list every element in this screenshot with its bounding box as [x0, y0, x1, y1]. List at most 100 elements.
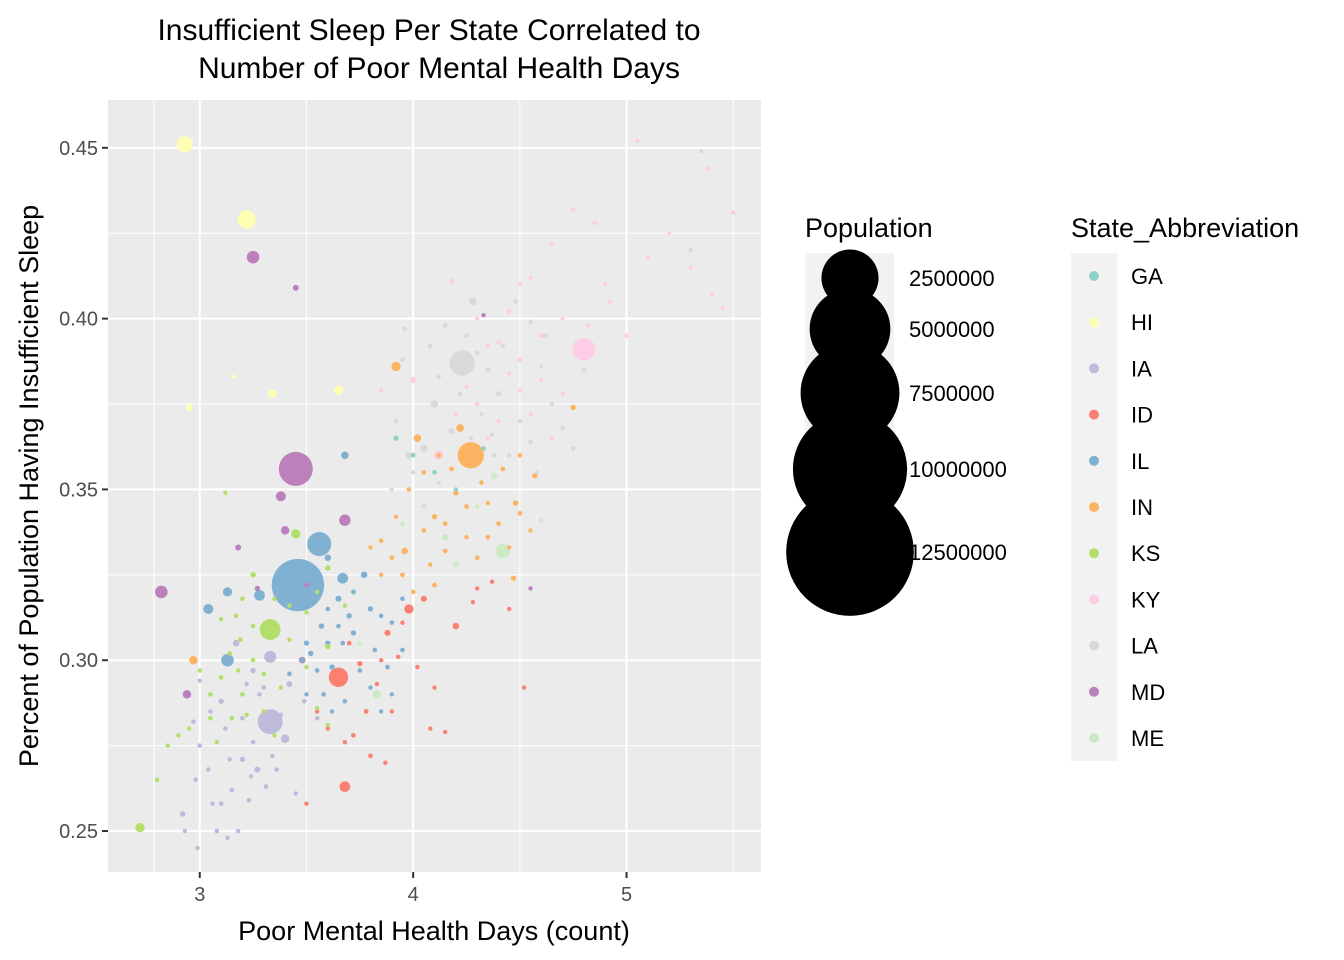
point-ky-6 [538, 333, 544, 339]
point-ia-30 [182, 828, 188, 834]
point-in-13 [421, 528, 427, 533]
point-la-12 [400, 357, 405, 362]
size-legend-title: Population [805, 213, 933, 243]
point-il-27 [372, 647, 378, 653]
x-axis-title: Poor Mental Health Days (count) [238, 916, 630, 946]
point-la-11 [393, 418, 399, 424]
point-hi-4 [333, 385, 344, 396]
y-tick-label-3: 0.40 [59, 309, 98, 331]
point-ky-16 [549, 241, 555, 246]
point-ky-39 [378, 388, 384, 393]
point-ks-5 [223, 490, 228, 496]
point-id-11 [396, 654, 401, 659]
point-id-15 [506, 606, 512, 612]
point-ky-21 [485, 343, 491, 349]
point-in-24 [421, 470, 427, 475]
point-id-18 [325, 726, 331, 731]
color-legend: GA HI IA ID IL IN KS KY LA MD ME [1089, 264, 1165, 751]
y-tick-label-1: 0.30 [59, 650, 98, 672]
minor-gridlines [108, 100, 761, 872]
color-legend-key-in [1089, 502, 1099, 512]
point-la-33 [421, 504, 427, 509]
point-il-18 [329, 664, 335, 670]
point-ia-13 [274, 767, 279, 772]
point-la-23 [436, 374, 441, 379]
point-ks-33 [325, 643, 331, 650]
point-id-21 [304, 801, 309, 806]
point-in-10 [453, 490, 459, 496]
point-in-19 [474, 555, 480, 561]
point-ky-20 [474, 316, 480, 321]
point-ky-38 [720, 306, 725, 311]
point-in-16 [400, 572, 405, 578]
point-md-10 [254, 585, 261, 592]
point-ks-24 [287, 603, 292, 608]
point-ks-9 [227, 651, 232, 656]
size-legend-label-1: 5000000 [909, 317, 995, 342]
point-ks-36 [154, 777, 160, 782]
point-la-31 [513, 299, 518, 304]
point-la-1 [469, 297, 477, 306]
color-legend-title: State_Abbreviation [1071, 213, 1299, 243]
point-in-1 [391, 361, 401, 372]
color-legend-label-id: ID [1131, 403, 1153, 428]
point-ky-3 [448, 278, 455, 284]
point-ga-3 [432, 470, 437, 475]
point-ia-32 [225, 835, 230, 841]
point-in-26 [449, 466, 454, 472]
point-la-13 [402, 326, 407, 332]
point-la-7 [495, 391, 502, 397]
point-la-25 [457, 391, 463, 396]
point-ia-34 [278, 712, 284, 718]
point-ks-12 [208, 692, 213, 697]
point-il-7 [341, 451, 349, 460]
point-il-32 [336, 623, 341, 629]
point-il-0 [271, 558, 325, 612]
point-ky-37 [709, 292, 715, 297]
chart-title-line-1: Insufficient Sleep Per State Correlated … [157, 14, 700, 47]
point-la-39 [468, 435, 473, 441]
point-la-28 [534, 470, 540, 475]
point-in-21 [496, 521, 501, 526]
point-me-8 [474, 504, 480, 509]
point-me-9 [357, 640, 363, 646]
point-in-22 [517, 511, 523, 516]
color-legend-key-ky [1089, 594, 1099, 605]
size-legend-label-3: 10000000 [909, 457, 1007, 482]
point-id-22 [400, 620, 405, 625]
point-la-15 [442, 323, 448, 328]
point-ia-28 [210, 801, 215, 806]
point-la-3 [420, 444, 428, 453]
point-ky-18 [592, 220, 597, 226]
point-ga-2 [410, 452, 416, 458]
point-la-0 [449, 350, 475, 376]
point-ia-26 [261, 685, 267, 690]
point-ia-25 [250, 739, 256, 745]
point-md-5 [292, 284, 299, 291]
point-il-8 [324, 554, 332, 562]
point-id-4 [420, 595, 427, 602]
point-il-22 [389, 620, 395, 625]
point-la-8 [517, 418, 523, 424]
point-il-30 [400, 596, 405, 602]
point-ky-28 [496, 418, 501, 424]
point-in-27 [479, 480, 484, 485]
point-la-29 [699, 149, 704, 154]
point-id-26 [389, 709, 395, 714]
point-ks-31 [314, 705, 320, 711]
plot-panel [108, 100, 761, 872]
point-id-19 [342, 739, 348, 745]
point-ky-31 [453, 412, 459, 417]
color-legend-key-me [1089, 733, 1099, 743]
color-legend-label-md: MD [1131, 680, 1165, 705]
point-ky-14 [688, 265, 693, 270]
point-id-12 [415, 664, 420, 670]
color-legend-label-me: ME [1131, 726, 1164, 751]
point-la-18 [538, 364, 544, 369]
point-ky-11 [705, 166, 710, 171]
y-axis-ticks: 0.25 0.30 0.35 0.40 0.45 [59, 138, 108, 843]
point-il-24 [321, 692, 326, 697]
point-id-5 [384, 629, 391, 636]
point-in-38 [485, 500, 491, 506]
point-in-0 [457, 442, 484, 469]
